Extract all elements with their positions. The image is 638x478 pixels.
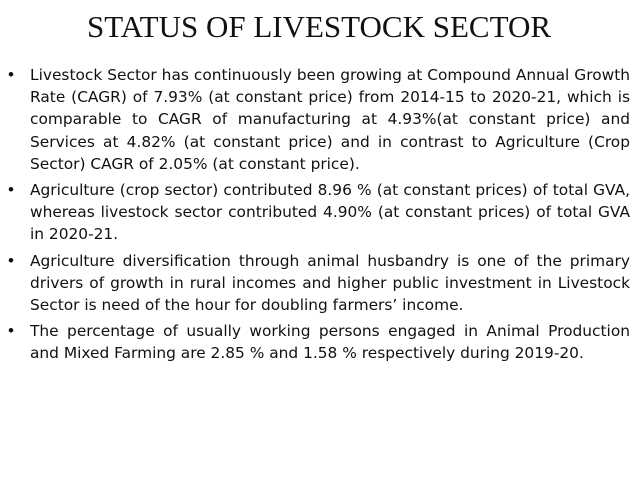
- bullet-item-gva: • Agriculture (crop sector) contributed …: [8, 179, 630, 246]
- bullet-item-diversification: • Agriculture diversification through an…: [8, 250, 630, 317]
- bullet-text-employment: The percentage of usually working person…: [30, 322, 630, 363]
- bullet-item-cagr: • Livestock Sector has continuously been…: [8, 64, 630, 175]
- bullet-marker: •: [8, 65, 14, 84]
- bullet-text-gva: Agriculture (crop sector) contributed 8.…: [30, 181, 630, 244]
- bullet-list: • Livestock Sector has continuously been…: [8, 64, 630, 369]
- bullet-text-diversification: Agriculture diversification through anim…: [30, 251, 630, 315]
- bullet-marker: •: [8, 250, 14, 270]
- slide-title: STATUS OF LIVESTOCK SECTOR: [86, 9, 552, 44]
- bullet-marker: •: [8, 180, 14, 200]
- bullet-text-cagr: Livestock Sector has continuously been g…: [30, 66, 630, 173]
- bullet-marker: •: [8, 321, 14, 341]
- bullet-item-employment: • The percentage of usually working pers…: [8, 320, 630, 364]
